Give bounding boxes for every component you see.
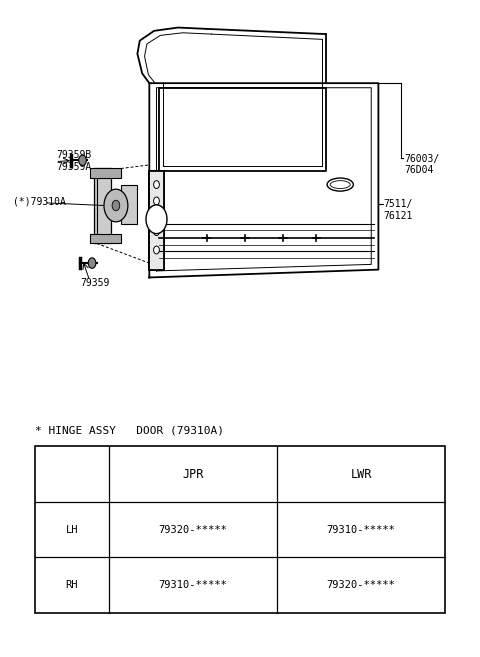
Text: 79310-*****: 79310-***** bbox=[158, 580, 227, 590]
Polygon shape bbox=[149, 171, 164, 269]
Text: LH: LH bbox=[65, 525, 78, 535]
Circle shape bbox=[146, 205, 167, 234]
Polygon shape bbox=[90, 234, 120, 244]
Text: RH: RH bbox=[65, 580, 78, 590]
Circle shape bbox=[88, 258, 96, 268]
Text: 79320-*****: 79320-***** bbox=[158, 525, 227, 535]
Text: 79359B: 79359B bbox=[56, 150, 92, 160]
Circle shape bbox=[154, 228, 159, 236]
Text: 7511/: 7511/ bbox=[383, 200, 412, 210]
Text: 79359: 79359 bbox=[80, 278, 109, 288]
Text: * HINGE ASSY   DOOR (79310A): * HINGE ASSY DOOR (79310A) bbox=[35, 425, 224, 435]
Text: LWR: LWR bbox=[350, 468, 372, 480]
Text: 79310-*****: 79310-***** bbox=[327, 525, 396, 535]
Circle shape bbox=[154, 181, 159, 189]
Text: 76003/: 76003/ bbox=[405, 154, 440, 164]
Circle shape bbox=[104, 189, 128, 222]
Text: JPR: JPR bbox=[182, 468, 204, 480]
Text: 76D04: 76D04 bbox=[405, 166, 434, 175]
Text: (*)79310A: (*)79310A bbox=[13, 196, 66, 206]
Polygon shape bbox=[90, 168, 120, 178]
Bar bbox=[35, 446, 445, 613]
Circle shape bbox=[154, 246, 159, 254]
Circle shape bbox=[112, 200, 120, 211]
Text: 79320-*****: 79320-***** bbox=[327, 580, 396, 590]
Circle shape bbox=[79, 155, 86, 166]
Circle shape bbox=[154, 197, 159, 205]
Polygon shape bbox=[95, 168, 111, 244]
Polygon shape bbox=[120, 185, 137, 224]
Text: 76121: 76121 bbox=[383, 212, 412, 221]
Text: 79359A: 79359A bbox=[56, 162, 92, 172]
